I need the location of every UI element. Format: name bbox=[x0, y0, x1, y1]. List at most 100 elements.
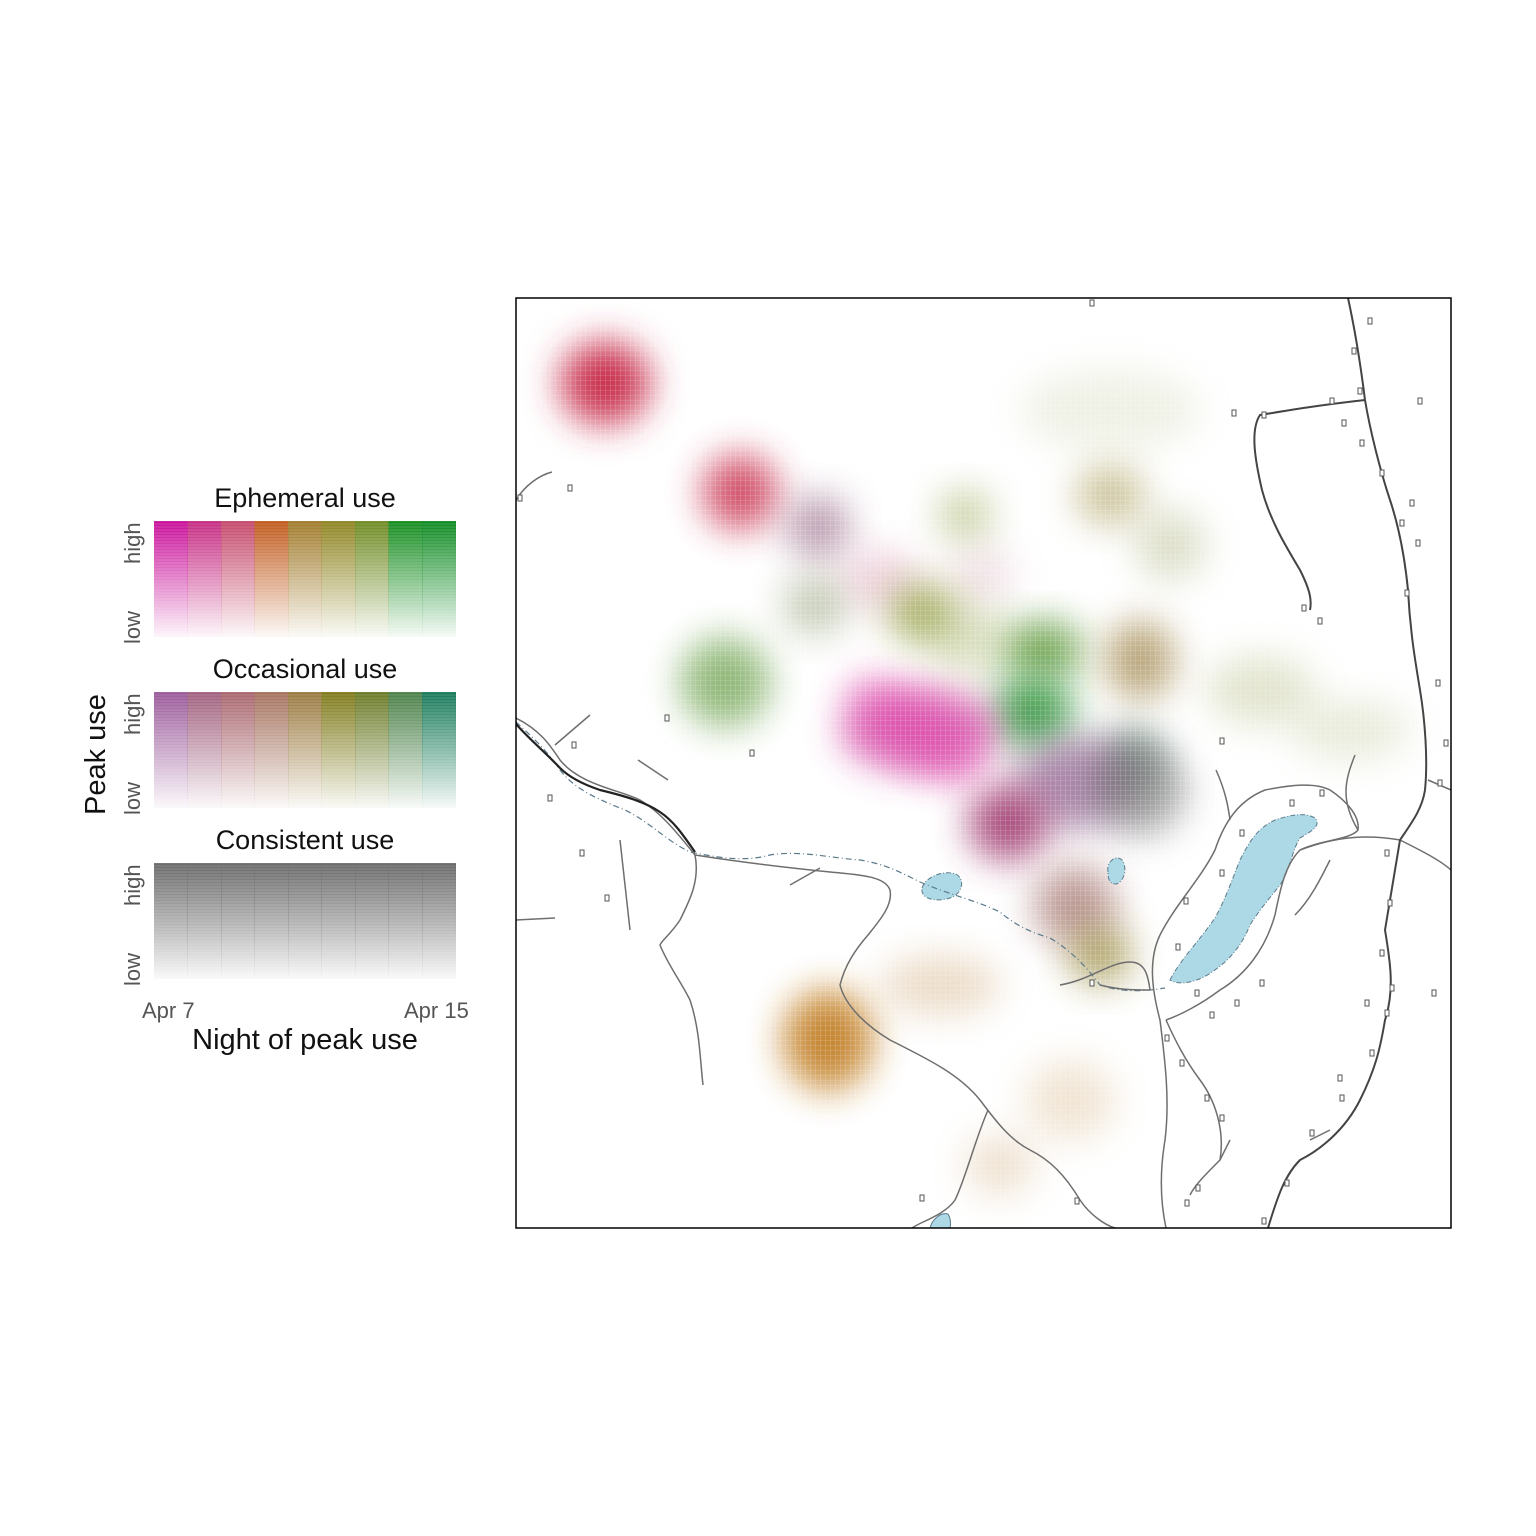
legend-swatch bbox=[187, 521, 222, 637]
legend-title-consistent: Consistent use bbox=[215, 825, 395, 855]
building bbox=[1399, 519, 1405, 527]
building bbox=[1404, 589, 1410, 597]
building bbox=[1309, 1129, 1315, 1137]
building bbox=[1357, 387, 1363, 395]
building bbox=[1261, 1217, 1267, 1225]
building bbox=[1089, 979, 1095, 987]
building bbox=[567, 484, 573, 492]
building bbox=[1389, 984, 1395, 992]
legend-swatch bbox=[388, 863, 423, 979]
building bbox=[1089, 299, 1095, 307]
buildings bbox=[517, 299, 1449, 1225]
building bbox=[1367, 317, 1373, 325]
legend-swatch bbox=[355, 692, 389, 808]
stream bbox=[516, 721, 1166, 992]
building bbox=[579, 849, 585, 857]
building bbox=[1164, 1034, 1170, 1042]
building bbox=[1259, 979, 1265, 987]
building bbox=[1359, 439, 1365, 447]
building bbox=[919, 1194, 925, 1202]
legend-swatch bbox=[221, 521, 255, 637]
building bbox=[1384, 1009, 1390, 1017]
legend-swatch bbox=[187, 863, 222, 979]
legend-swatch bbox=[321, 692, 356, 808]
legend-swatch bbox=[321, 863, 356, 979]
water-bodies bbox=[921, 814, 1318, 1228]
lake-main bbox=[1169, 814, 1318, 984]
x-tick-apr7: Apr 7 bbox=[142, 998, 195, 1023]
legend-swatch bbox=[221, 863, 255, 979]
building bbox=[1195, 1184, 1201, 1192]
building bbox=[1387, 899, 1393, 907]
building bbox=[1415, 539, 1421, 547]
building bbox=[1219, 869, 1225, 877]
raster-grid-overlay bbox=[516, 298, 1451, 1228]
legend-swatch bbox=[422, 863, 456, 979]
building bbox=[1239, 829, 1245, 837]
building bbox=[517, 494, 523, 502]
legend-swatch bbox=[254, 863, 289, 979]
legend-swatch bbox=[154, 863, 188, 979]
building bbox=[1384, 849, 1390, 857]
building bbox=[1184, 1199, 1190, 1207]
building bbox=[1204, 1094, 1210, 1102]
legend-swatch bbox=[187, 692, 222, 808]
legend-swatch bbox=[254, 521, 289, 637]
building bbox=[1369, 1049, 1375, 1057]
legend-swatch bbox=[221, 692, 255, 808]
legend-swatch bbox=[288, 521, 322, 637]
building bbox=[1219, 737, 1225, 745]
building bbox=[1417, 397, 1423, 405]
building bbox=[1319, 789, 1325, 797]
building bbox=[1183, 897, 1189, 905]
building bbox=[1341, 419, 1347, 427]
building bbox=[1179, 1059, 1185, 1067]
building bbox=[1317, 617, 1323, 625]
building bbox=[1175, 943, 1181, 951]
building bbox=[749, 749, 755, 757]
building bbox=[1443, 739, 1449, 747]
legend-swatch bbox=[154, 692, 188, 808]
building bbox=[1284, 1179, 1290, 1187]
x-axis-title: Night of peak use bbox=[192, 1024, 418, 1056]
legend-swatch bbox=[154, 521, 188, 637]
pond-south bbox=[929, 1213, 951, 1228]
building bbox=[1194, 989, 1200, 997]
legend-swatch bbox=[422, 692, 456, 808]
building bbox=[571, 741, 577, 749]
building bbox=[1437, 779, 1443, 787]
building bbox=[1261, 411, 1267, 419]
building bbox=[1329, 397, 1335, 405]
legend-swatch bbox=[388, 521, 423, 637]
building bbox=[1234, 999, 1240, 1007]
map-frame bbox=[515, 297, 1452, 1229]
building bbox=[1435, 679, 1441, 687]
legend-swatch bbox=[388, 692, 423, 808]
building bbox=[1219, 1114, 1225, 1122]
building bbox=[1337, 1074, 1343, 1082]
building bbox=[1074, 1197, 1080, 1205]
building bbox=[1351, 347, 1357, 355]
legend-swatch bbox=[254, 692, 289, 808]
highway bbox=[516, 723, 696, 853]
building bbox=[1301, 604, 1307, 612]
legend-swatch bbox=[422, 521, 456, 637]
legend-swatch bbox=[288, 863, 322, 979]
building bbox=[1379, 469, 1385, 477]
building bbox=[1289, 799, 1295, 807]
building bbox=[1339, 1094, 1345, 1102]
building bbox=[547, 794, 553, 802]
building bbox=[664, 714, 670, 722]
building bbox=[604, 894, 610, 902]
building bbox=[1431, 989, 1437, 997]
building bbox=[1364, 999, 1370, 1007]
building bbox=[1379, 949, 1385, 957]
legend-title-occasional: Occasional use bbox=[212, 654, 398, 684]
legend-title-ephemeral: Ephemeral use bbox=[214, 483, 396, 513]
legend-swatch bbox=[288, 692, 322, 808]
legend-swatch bbox=[355, 863, 389, 979]
pond-west bbox=[921, 872, 963, 901]
pond-small bbox=[1107, 857, 1126, 885]
building bbox=[1209, 1011, 1215, 1019]
